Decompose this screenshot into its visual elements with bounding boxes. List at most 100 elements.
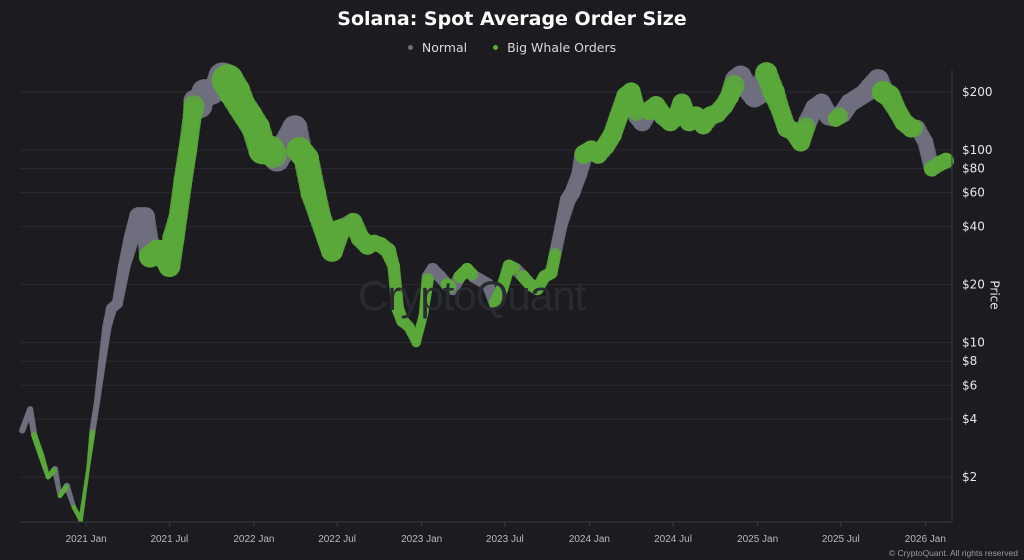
- data-point-normal: [98, 357, 107, 366]
- data-point-big-whale: [488, 296, 502, 310]
- data-point-big-whale: [609, 106, 629, 126]
- data-point-normal: [94, 397, 101, 404]
- data-point-big-whale: [495, 282, 509, 296]
- data-point-big-whale: [300, 179, 327, 206]
- data-point-big-whale: [791, 132, 811, 152]
- data-point-big-whale: [938, 152, 955, 169]
- y-tick-label: $20: [962, 278, 985, 292]
- data-point-normal: [282, 115, 308, 141]
- chart-title: Solana: Spot Average Order Size: [337, 8, 687, 30]
- data-point-trail: [89, 429, 96, 436]
- data-point-normal: [564, 184, 581, 201]
- data-point-normal: [481, 278, 495, 291]
- data-point-big-whale: [770, 101, 791, 121]
- data-point-trail: [50, 467, 57, 474]
- data-point-big-whale: [602, 125, 622, 145]
- data-point-normal: [19, 427, 26, 434]
- x-tick-label: 2024 Jan: [569, 534, 610, 545]
- data-point-trail: [796, 117, 816, 137]
- data-point-big-whale: [45, 474, 51, 480]
- data-point-big-whale: [182, 106, 202, 126]
- data-point-trail: [62, 484, 69, 491]
- y-tick-label: $6: [962, 378, 977, 392]
- data-point-big-whale: [255, 135, 285, 165]
- data-point-normal: [554, 220, 568, 233]
- data-point-normal: [135, 207, 156, 227]
- x-tick-label: 2025 Jul: [822, 534, 860, 545]
- data-point-big-whale: [57, 493, 63, 499]
- data-point-big-whale: [418, 309, 429, 320]
- data-point-big-whale: [86, 467, 90, 472]
- data-point-big-whale: [293, 145, 320, 172]
- data-point-big-whale: [544, 266, 558, 280]
- data-point-big-whale: [719, 86, 740, 106]
- data-point-big-whale: [672, 93, 692, 113]
- y-tick-label: $60: [962, 186, 985, 200]
- legend-item-normal[interactable]: Normal: [407, 40, 468, 55]
- x-tick-label: 2023 Jan: [401, 534, 442, 545]
- y-tick-label: $80: [962, 162, 985, 176]
- data-point-big-whale: [762, 80, 785, 104]
- legend: Normal Big Whale Orders: [0, 40, 1024, 55]
- data-point-big-whale: [158, 254, 181, 278]
- data-points: [19, 62, 955, 523]
- y-tick-label: $8: [962, 354, 977, 368]
- x-tick-label: 2021 Jan: [66, 534, 107, 545]
- x-tick-label: 2026 Jan: [905, 534, 946, 545]
- data-point-trail: [548, 247, 562, 261]
- data-point-big-whale: [173, 170, 193, 190]
- copyright: © CryptoQuant. All rights reserved: [888, 548, 1018, 558]
- data-point-big-whale: [37, 452, 45, 459]
- data-point-normal: [26, 406, 34, 413]
- data-point-big-whale: [411, 337, 421, 348]
- x-tick-label: 2024 Jul: [654, 534, 692, 545]
- data-point-normal: [111, 297, 124, 309]
- x-tick-label: 2022 Jul: [318, 534, 356, 545]
- y-tick-label: $100: [962, 143, 993, 157]
- y-tick-label: $40: [962, 220, 985, 234]
- data-point-trail: [421, 273, 435, 286]
- legend-marker-whale: [493, 45, 499, 50]
- data-point-normal: [102, 322, 112, 333]
- data-point-big-whale: [403, 321, 415, 333]
- data-point-big-whale: [502, 259, 516, 273]
- y-tick-label: $10: [962, 336, 985, 350]
- data-point-normal: [917, 133, 934, 150]
- y-tick-label: $200: [962, 85, 993, 99]
- data-point-big-whale: [178, 140, 198, 160]
- data-point-normal: [571, 166, 588, 183]
- data-point-big-whale: [308, 205, 332, 228]
- data-point-big-whale: [78, 517, 84, 523]
- data-point-big-whale: [343, 212, 363, 233]
- data-point-big-whale: [31, 432, 38, 439]
- data-point-big-whale: [460, 262, 474, 276]
- data-point-big-whale: [241, 113, 271, 143]
- y-axis-label: Price: [987, 280, 1002, 310]
- data-point-big-whale: [162, 226, 185, 249]
- data-point-big-whale: [380, 242, 397, 259]
- data-point-big-whale: [440, 278, 454, 291]
- x-tick-label: 2022 Jan: [233, 534, 274, 545]
- data-point-big-whale: [901, 118, 921, 138]
- axes: $2 $4 $6 $8 $10 $20 $40 $60 $80 $100 $200 2021 Jan 2…: [20, 70, 993, 545]
- data-point-normal: [123, 229, 140, 246]
- data-point-big-whale: [621, 82, 641, 102]
- y-tick-label: $2: [962, 470, 977, 484]
- data-point-big-whale: [71, 504, 77, 510]
- data-point-big-whale: [387, 259, 401, 273]
- legend-marker-normal: [407, 45, 413, 50]
- x-tick-label: 2023 Jul: [486, 534, 524, 545]
- data-point-big-whale: [755, 62, 778, 85]
- legend-item-big-whale-orders[interactable]: Big Whale Orders: [493, 40, 616, 55]
- data-point-big-whale: [168, 207, 188, 227]
- data-point-big-whale: [531, 282, 544, 296]
- legend-label: Big Whale Orders: [507, 40, 617, 55]
- data-point-big-whale: [827, 110, 844, 127]
- legend-label: Normal: [421, 40, 468, 55]
- data-point-big-whale: [391, 302, 405, 316]
- x-tick-label: 2025 Jan: [737, 534, 778, 545]
- data-point-big-whale: [320, 239, 344, 262]
- x-tick-label: 2021 Jul: [150, 534, 188, 545]
- data-point-normal: [117, 259, 131, 273]
